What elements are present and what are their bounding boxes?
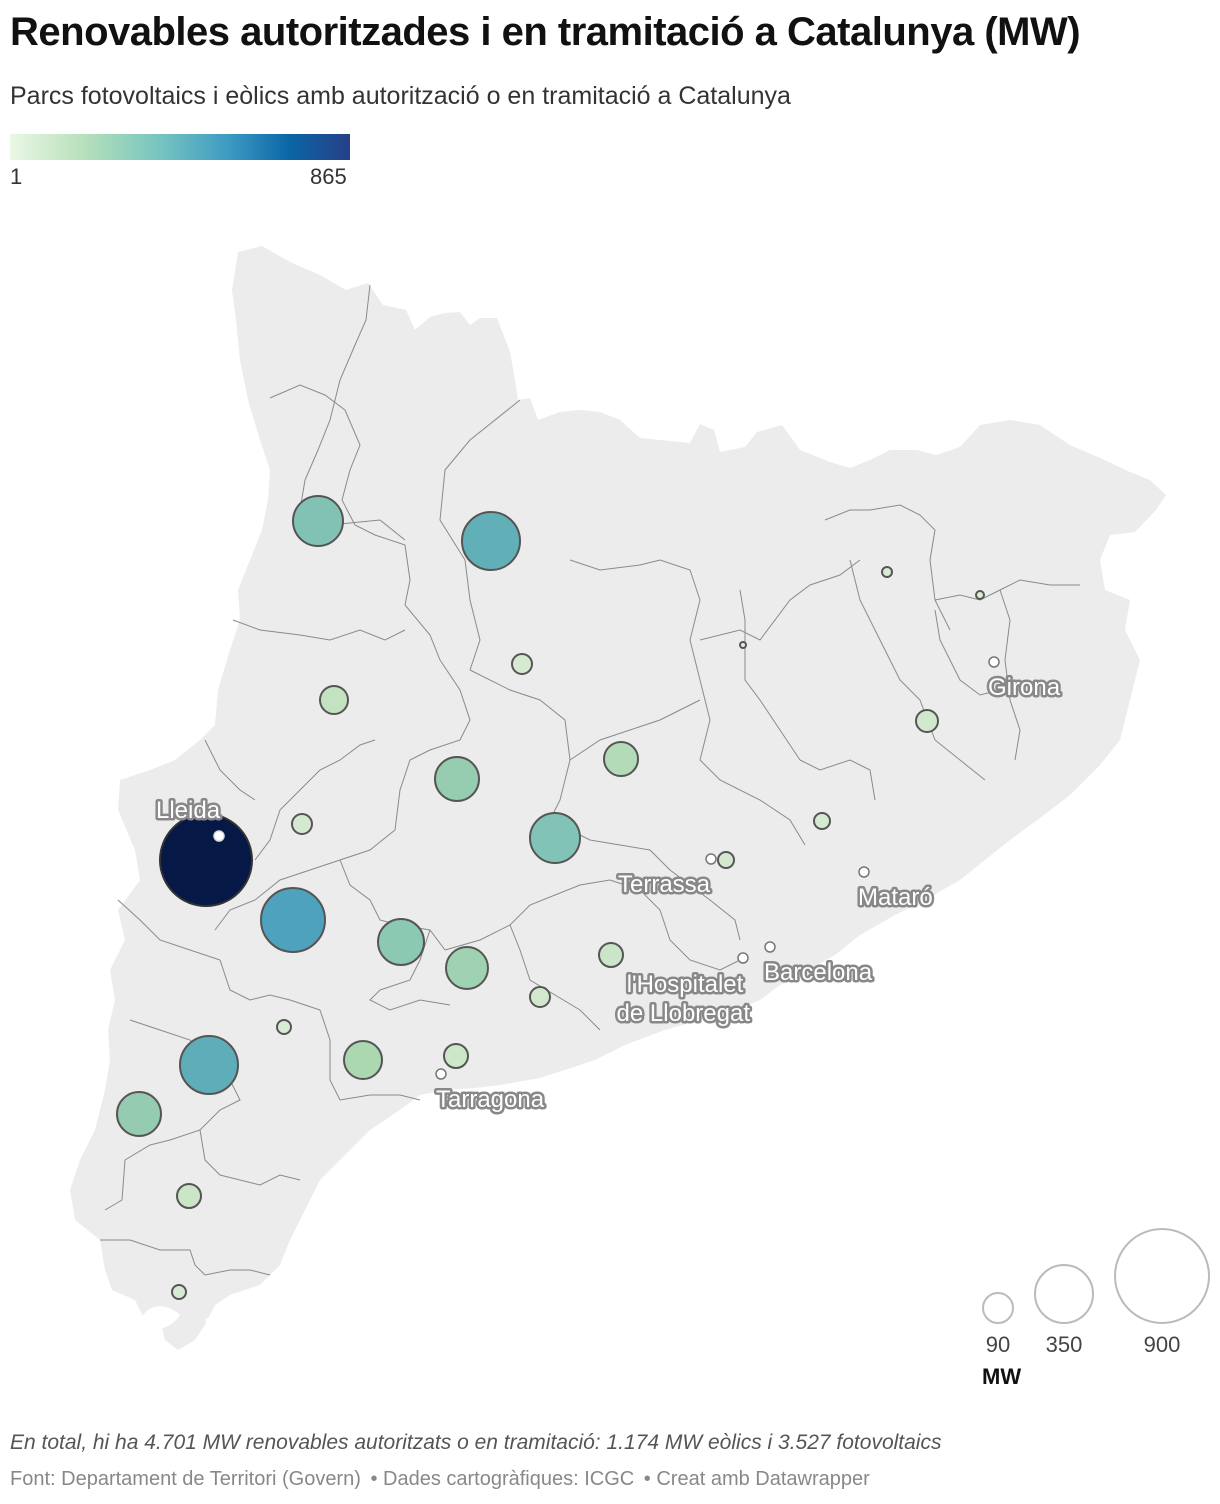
city-label-girona: Girona <box>988 674 1061 701</box>
bubble[interactable] <box>881 566 893 578</box>
city-marker-tarragona <box>435 1068 447 1080</box>
bubble[interactable] <box>529 812 581 864</box>
bubble[interactable] <box>975 590 985 600</box>
map-data-credit: • Dades cartogràfiques: ICGC <box>370 1468 635 1490</box>
city-marker-girona <box>988 656 1000 668</box>
size-legend-label-900: 900 <box>1144 1332 1181 1357</box>
ebro-delta-notch <box>140 1306 180 1330</box>
size-legend-label-350: 350 <box>1046 1332 1083 1357</box>
size-legend-circle-90 <box>982 1292 1014 1324</box>
bubble[interactable] <box>343 1040 383 1080</box>
chart-note: En total, hi ha 4.701 MW renovables auto… <box>10 1431 942 1454</box>
bubble[interactable] <box>377 918 425 966</box>
bubble[interactable] <box>116 1091 162 1137</box>
bubble[interactable] <box>276 1019 292 1035</box>
city-markers <box>213 656 1000 1080</box>
bubble[interactable] <box>598 942 624 968</box>
city-marker-hospitalet <box>737 952 749 964</box>
bubble[interactable] <box>739 641 747 649</box>
city-label-hospitalet: l'Hospitalet de Llobregat <box>617 971 751 1027</box>
bubble[interactable] <box>159 813 253 907</box>
bubble[interactable] <box>529 986 551 1008</box>
bubble[interactable] <box>461 511 521 571</box>
catalonia-region <box>70 246 1166 1350</box>
city-marker-terrassa <box>705 853 717 865</box>
city-label-terrassa: Terrassa <box>618 871 711 898</box>
chart-title: Renovables autoritzades i en tramitació … <box>10 10 1081 54</box>
bubble[interactable] <box>603 741 639 777</box>
comarca-borders <box>100 284 1080 1276</box>
bubble[interactable] <box>176 1183 202 1209</box>
size-legend-label-90: 90 <box>986 1332 1010 1357</box>
size-legend-circle-900 <box>1114 1228 1210 1324</box>
bubble[interactable] <box>171 1284 187 1300</box>
bubble[interactable] <box>445 946 489 990</box>
coast-notch <box>205 1314 234 1336</box>
bubble[interactable] <box>179 1035 239 1095</box>
city-label-lleida: Lleida <box>156 797 221 824</box>
size-legend <box>982 1228 1210 1324</box>
city-label-barcelona: Barcelona <box>764 959 873 986</box>
bubble[interactable] <box>511 653 533 675</box>
source-text: Font: Departament de Territori (Govern) <box>10 1468 361 1490</box>
city-marker-lleida <box>213 830 225 842</box>
bubble[interactable] <box>443 1043 469 1069</box>
bubble[interactable] <box>319 685 349 715</box>
bubble[interactable] <box>291 813 313 835</box>
bubble[interactable] <box>260 887 326 953</box>
catalonia-map: Lleida Girona Terrassa Mataró Barcelona … <box>70 246 1210 1389</box>
city-label-tarragona: Tarragona <box>436 1086 545 1113</box>
data-bubbles <box>116 495 985 1300</box>
bubble[interactable] <box>434 756 480 802</box>
chart-subtitle: Parcs fotovoltaics i eòlics amb autoritz… <box>10 82 791 110</box>
datawrapper-credit[interactable]: • Creat amb Datawrapper <box>643 1468 870 1490</box>
bubble[interactable] <box>292 495 344 547</box>
color-scale-max-label: 865 <box>310 164 347 189</box>
chart-footer: Font: Departament de Territori (Govern) … <box>10 1468 874 1491</box>
city-label-hospitalet-line1: l'Hospitalet <box>627 971 744 998</box>
size-legend-unit: MW <box>982 1364 1021 1389</box>
color-scale-legend <box>10 134 350 160</box>
bubble[interactable] <box>915 709 939 733</box>
color-scale-min-label: 1 <box>10 164 23 189</box>
city-marker-mataro <box>858 866 870 878</box>
bubble[interactable] <box>717 851 735 869</box>
city-marker-barcelona <box>764 941 776 953</box>
city-label-mataro: Mataró <box>858 884 933 911</box>
city-label-hospitalet-line2: de Llobregat <box>617 1000 751 1027</box>
bubble[interactable] <box>813 812 831 830</box>
size-legend-circle-350 <box>1034 1264 1094 1324</box>
